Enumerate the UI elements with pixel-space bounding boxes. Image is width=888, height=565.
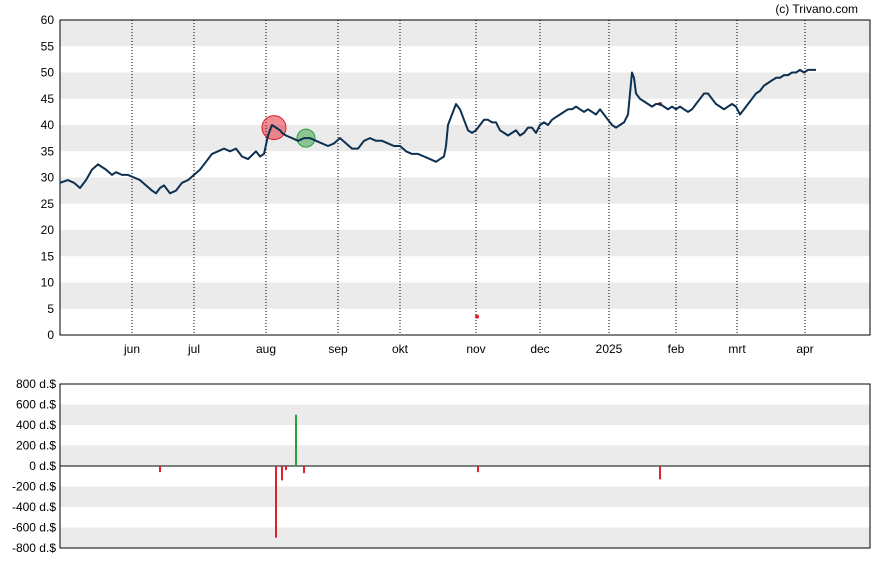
grid-band bbox=[60, 527, 870, 548]
price-chart: jun jul aug sep okt nov dec 2025 feb mrt apr051015… bbox=[41, 13, 871, 356]
transaction-bar bbox=[295, 414, 297, 466]
y-tick-label: 5 bbox=[47, 302, 54, 316]
x-tick-label: sep bbox=[328, 342, 348, 356]
y-tick-label: 600 d.$ bbox=[16, 398, 56, 412]
y-tick-label: 10 bbox=[41, 276, 55, 290]
y-tick-label: -600 d.$ bbox=[12, 521, 56, 535]
x-tick-label: jun bbox=[123, 342, 140, 356]
y-tick-label: 15 bbox=[41, 249, 55, 263]
grid-band bbox=[60, 404, 870, 425]
transaction-bar bbox=[281, 466, 283, 481]
y-tick-label: 50 bbox=[41, 66, 55, 80]
x-tick-label: dec bbox=[530, 342, 549, 356]
y-tick-label: 45 bbox=[41, 92, 55, 106]
transaction-bar bbox=[159, 466, 161, 473]
y-tick-label: -400 d.$ bbox=[12, 500, 56, 514]
copyright-label: (c) Trivano.com bbox=[775, 2, 858, 16]
y-tick-label: 40 bbox=[41, 118, 55, 132]
y-tick-label: 0 d.$ bbox=[29, 459, 56, 473]
price-line bbox=[59, 68, 816, 195]
transaction-bar bbox=[659, 466, 661, 480]
sell-marker bbox=[475, 314, 479, 319]
y-tick-label: 400 d.$ bbox=[16, 418, 56, 432]
volume-chart: 800 d.$ 600 d.$ 400 d.$ 200 d.$ 0 d.$ -200 d.… bbox=[12, 377, 871, 555]
y-tick-label: -200 d.$ bbox=[12, 480, 56, 494]
x-tick-label: nov bbox=[466, 342, 485, 356]
transaction-bar bbox=[477, 466, 479, 473]
x-tick-label: jul bbox=[187, 342, 200, 356]
grid-band bbox=[60, 125, 870, 152]
y-tick-label: 20 bbox=[41, 223, 55, 237]
y-tick-label: -800 d.$ bbox=[12, 541, 56, 555]
x-tick-label: apr bbox=[796, 342, 813, 356]
x-tick-label: mrt bbox=[728, 342, 746, 356]
sell-marker bbox=[261, 115, 287, 141]
plot-frame bbox=[59, 19, 871, 336]
x-tick-label: aug bbox=[256, 342, 276, 356]
transaction-bar bbox=[275, 466, 277, 538]
x-tick-label: okt bbox=[392, 342, 409, 356]
grid-band bbox=[60, 282, 870, 309]
y-tick-label: 25 bbox=[41, 197, 55, 211]
x-tick-label: feb bbox=[668, 342, 685, 356]
y-tick-label: 200 d.$ bbox=[16, 439, 56, 453]
y-tick-label: 0 bbox=[47, 328, 54, 342]
y-tick-label: 35 bbox=[41, 144, 55, 158]
y-tick-label: 60 bbox=[41, 13, 55, 27]
grid-band bbox=[60, 230, 870, 257]
grid-band bbox=[60, 486, 870, 507]
grid-band bbox=[60, 177, 870, 204]
y-tick-label: 55 bbox=[41, 39, 55, 53]
grid-band bbox=[60, 72, 870, 99]
y-tick-label: 800 d.$ bbox=[16, 377, 56, 391]
grid-band bbox=[60, 20, 870, 47]
transaction-bar bbox=[285, 466, 287, 471]
transaction-bar bbox=[303, 466, 305, 474]
grid-band bbox=[60, 445, 870, 466]
y-tick-label: 30 bbox=[41, 171, 55, 185]
x-tick-label: 2025 bbox=[596, 342, 623, 356]
